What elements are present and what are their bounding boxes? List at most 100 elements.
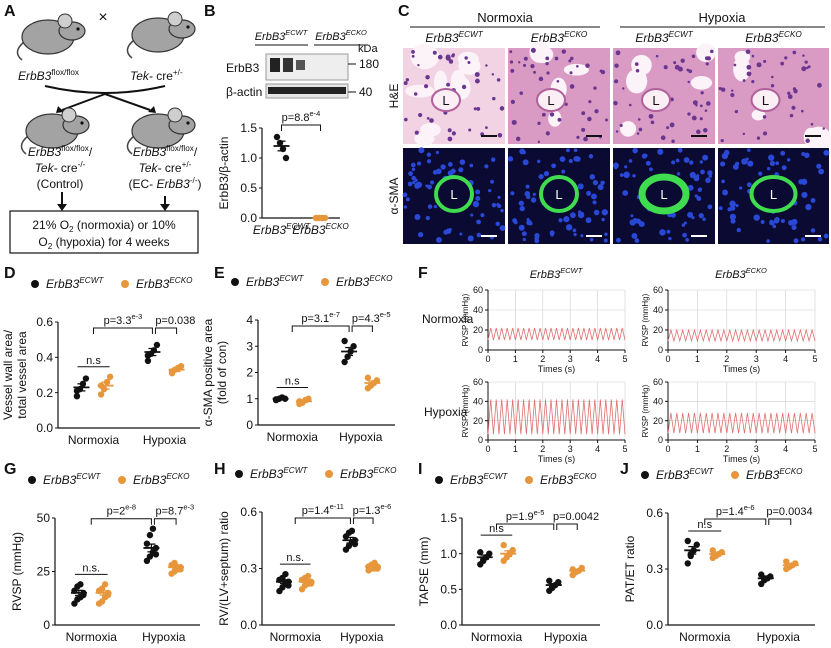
nucleus	[411, 50, 415, 54]
significance-bracket	[294, 517, 351, 524]
dapi-nucleus	[592, 179, 599, 186]
x-tick-label: Hypoxia	[340, 630, 384, 644]
text-part: p=8.7	[156, 506, 184, 518]
nucleus	[448, 59, 454, 64]
nucleus	[405, 78, 410, 82]
nucleus	[445, 54, 451, 60]
nucleus	[751, 80, 755, 84]
nucleus	[541, 112, 546, 117]
dapi-nucleus	[788, 219, 794, 226]
annotation: p=3.1e-7	[301, 310, 340, 325]
dapi-nucleus	[536, 159, 541, 164]
dapi-nucleus	[798, 179, 804, 185]
dapi-nucleus	[585, 217, 592, 224]
dapi-nucleus	[688, 160, 694, 165]
nucleus	[688, 69, 693, 74]
dapi-nucleus	[616, 237, 621, 243]
nucleus	[673, 61, 677, 65]
x-tick-label: 0	[665, 354, 670, 364]
text-part: flox/flox	[166, 144, 194, 153]
dapi-nucleus	[459, 232, 463, 236]
y-axis-label: RVSP (mmHg)	[461, 384, 470, 437]
nucleus	[614, 79, 619, 84]
significance-bracket	[352, 517, 374, 524]
nucleus	[497, 132, 503, 138]
sma-image: L	[718, 148, 830, 244]
annotation: p=0.0042	[553, 511, 599, 523]
text-part: ErbB3	[340, 467, 374, 481]
data-point	[144, 357, 152, 365]
dapi-nucleus	[736, 227, 741, 233]
y-axis-label: PAT/ET ratio	[623, 535, 637, 602]
dapi-nucleus	[682, 232, 687, 238]
nucleus	[687, 112, 691, 116]
pressure-trace	[667, 412, 816, 434]
y-tick-label: 3	[246, 339, 253, 353]
nucleus	[613, 100, 618, 106]
nucleus	[619, 123, 623, 127]
dapi-nucleus	[467, 235, 474, 242]
nucleus	[669, 122, 675, 128]
blot-band	[270, 58, 280, 72]
dapi-nucleus	[810, 198, 816, 203]
data-point	[486, 550, 493, 557]
text-part: ErbB3	[156, 177, 190, 191]
sma-ring	[539, 175, 579, 213]
legend-label: ErbB3ECKO	[136, 276, 193, 291]
dapi-nucleus	[525, 184, 530, 189]
nucleus	[751, 54, 755, 58]
text-part: /	[89, 145, 93, 159]
nucleus	[615, 130, 619, 133]
dapi-nucleus	[730, 205, 736, 211]
nucleus	[447, 128, 452, 133]
data-point	[152, 551, 160, 558]
dapi-nucleus	[518, 224, 525, 231]
dapi-nucleus	[729, 200, 736, 207]
nucleus	[801, 66, 807, 72]
nucleus	[537, 121, 541, 125]
text-part: e-5	[380, 310, 391, 319]
dapi-nucleus	[469, 163, 474, 168]
text-part: ECWT	[689, 467, 714, 476]
y-tick-label: 25	[37, 565, 51, 579]
dapi-nucleus	[475, 196, 481, 201]
nucleus	[509, 50, 513, 54]
panel-letter: A	[4, 3, 16, 20]
dapi-nucleus	[592, 200, 597, 205]
y-tick-label: 60	[473, 377, 483, 387]
text-part: ECKO	[564, 30, 588, 39]
sma-image: L	[507, 148, 610, 244]
nucleus	[677, 66, 683, 72]
dapi-nucleus	[649, 167, 653, 172]
data-point	[351, 540, 359, 548]
x-tick-label: Hypoxia	[142, 630, 186, 644]
y-tick-label: 0.3	[646, 562, 663, 576]
text-part: Tek-	[35, 161, 58, 175]
lumen-label: L	[660, 187, 667, 202]
data-point	[477, 549, 484, 556]
lane-label: ErbB3ECKO	[315, 28, 367, 43]
nucleus	[533, 70, 536, 74]
y-axis-label: α-SMA positive area	[201, 318, 215, 426]
legend-label: ErbB3ECWT	[43, 472, 101, 487]
y-tick-label: 0.2	[36, 386, 53, 400]
y-axis-label: TAPSE (mm)	[417, 537, 431, 607]
data-point	[684, 560, 691, 567]
dapi-nucleus	[495, 221, 500, 227]
text-part: ErbB3	[315, 31, 346, 43]
nucleus	[451, 131, 456, 136]
data-point	[350, 343, 357, 350]
dapi-nucleus	[791, 224, 797, 230]
dapi-nucleus	[823, 233, 829, 239]
dapi-nucleus	[573, 148, 578, 153]
data-point	[500, 541, 507, 549]
nucleus	[545, 62, 549, 66]
annotation: p=0.038	[155, 315, 195, 327]
airspace	[690, 76, 713, 90]
dapi-nucleus	[551, 163, 556, 169]
y-tick-label: 1.5	[440, 511, 457, 525]
x-tick-label: 1	[513, 354, 518, 364]
dapi-nucleus	[753, 214, 760, 221]
data-point	[348, 527, 356, 535]
nucleus	[663, 65, 668, 70]
